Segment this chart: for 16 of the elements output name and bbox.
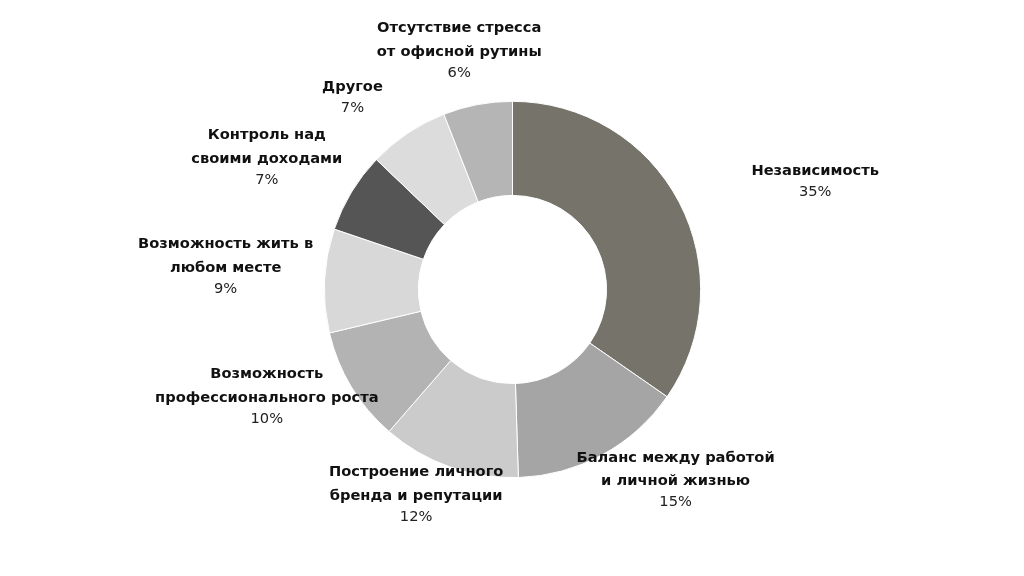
slice-label: Возможность профессионального роста xyxy=(155,364,379,406)
data-label: 6% xyxy=(447,62,471,80)
data-label: 15% xyxy=(659,492,692,510)
slice-label: Баланс между работой и личной жизнью xyxy=(576,447,775,489)
slice-label: Контроль над своими доходами xyxy=(191,125,343,166)
slice-label: Другое xyxy=(322,76,383,94)
slice-label: Независимость xyxy=(751,161,880,179)
slice-label: Построение личного бренда и репутации xyxy=(328,462,504,504)
data-label: 7% xyxy=(255,169,279,187)
data-label: 12% xyxy=(399,507,433,525)
data-label: 35% xyxy=(798,182,832,200)
slice-label: Отсутствие стресса от офисной рутины xyxy=(376,17,542,59)
slice-label: Возможность жить в любом месте xyxy=(138,233,314,275)
data-label: 9% xyxy=(214,278,238,296)
data-label: 10% xyxy=(250,409,284,427)
data-label: 7% xyxy=(340,97,365,115)
